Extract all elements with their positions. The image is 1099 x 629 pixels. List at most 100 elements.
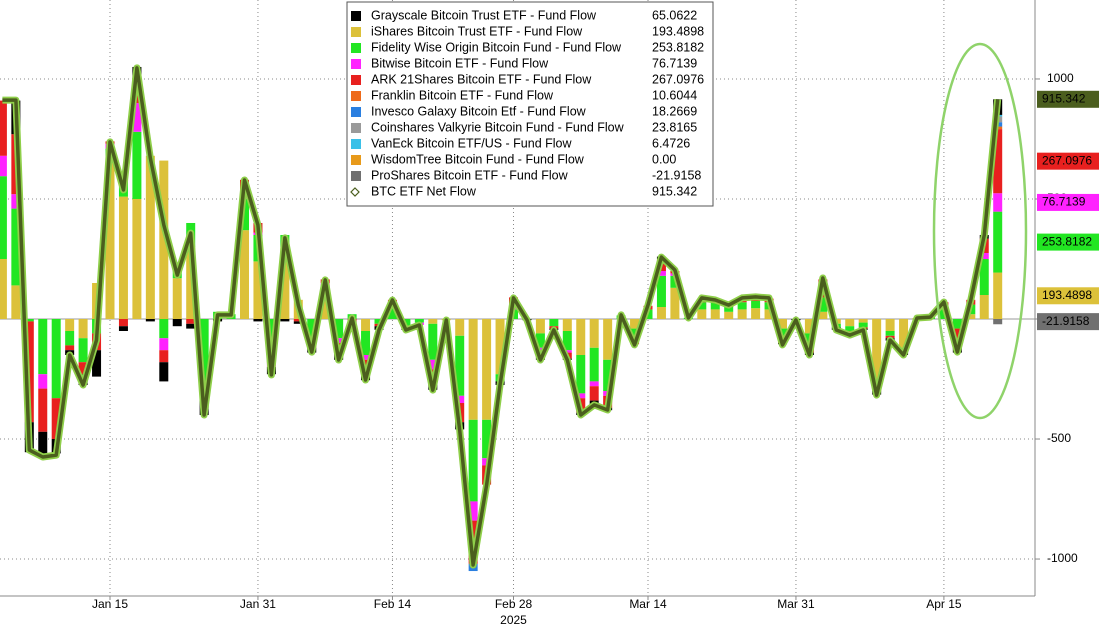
legend-label: WisdomTree Bitcoin Fund - Fund Flow — [371, 152, 585, 166]
value-tag-label: 915.342 — [1042, 91, 1086, 105]
bar-segment — [710, 309, 720, 320]
y-tick-label: -500 — [1047, 431, 1071, 445]
bar-segment — [240, 230, 249, 320]
bar-segment — [724, 311, 734, 320]
bar-segment — [993, 272, 1003, 320]
legend-value: 76.7139 — [652, 56, 697, 70]
legend-value: 915.342 — [652, 184, 697, 198]
bar-segment — [468, 501, 478, 521]
bar-segment — [535, 333, 545, 348]
bar-segment — [899, 319, 909, 348]
bar-segment — [482, 319, 492, 420]
value-tag-label: 267.0976 — [1042, 153, 1092, 167]
legend-marker — [351, 155, 361, 165]
value-tag — [1037, 233, 1099, 251]
bar-segment — [656, 275, 666, 308]
bar-segment — [159, 160, 169, 320]
bar-segment — [993, 193, 1003, 212]
bar-segment — [979, 294, 989, 320]
x-tick-label: Apr 15 — [926, 597, 962, 611]
legend-marker — [351, 171, 361, 181]
bar-segment — [724, 307, 734, 312]
bar-segment — [65, 331, 75, 346]
value-tag — [1037, 152, 1099, 170]
bar-segment — [38, 319, 48, 375]
highlight-ellipse — [932, 42, 1028, 420]
bar-segment — [320, 299, 330, 320]
bar-segment — [670, 287, 680, 320]
bar-segment — [979, 258, 989, 295]
legend-value: 6.4726 — [652, 136, 690, 150]
net-line — [2, 64, 1002, 569]
bar-segment — [132, 102, 142, 132]
bar-segment — [589, 381, 599, 387]
bar-segment — [51, 398, 61, 440]
bar-segment — [293, 319, 303, 322]
bar-segment — [159, 350, 169, 363]
x-year-label: 2025 — [500, 613, 527, 627]
bar-segment — [105, 162, 115, 320]
bar-segment — [603, 319, 613, 360]
value-tag — [1037, 287, 1099, 305]
legend-label: ProShares Bitcoin ETF - Fund Flow — [371, 168, 569, 182]
legend-label: Grayscale Bitcoin Trust ETF - Fund Flow — [371, 8, 597, 22]
value-tag-label: 193.4898 — [1042, 288, 1092, 302]
x-tick-label: Feb 14 — [374, 597, 412, 611]
bar-segment — [159, 338, 169, 351]
bar-segment — [159, 319, 169, 339]
bar-segment — [710, 302, 720, 310]
bar-segment — [952, 319, 962, 329]
bar-segment — [307, 319, 317, 341]
bar-segment — [535, 319, 545, 334]
bar-segment — [455, 335, 465, 396]
bar-segment — [589, 386, 599, 401]
bar-segment — [778, 319, 787, 329]
bar-segment — [280, 246, 290, 320]
legend-marker — [350, 187, 360, 197]
bar-segment — [0, 258, 7, 320]
bar-segment — [414, 319, 424, 323]
bar-segment — [361, 331, 371, 356]
bar-segment — [387, 304, 397, 320]
bar-segment — [455, 395, 465, 404]
legend-marker — [351, 123, 361, 133]
legend-value: -21.9158 — [652, 168, 701, 182]
y-tick-label: -1000 — [1047, 551, 1078, 565]
bar-segment — [656, 307, 666, 320]
legend-label: Coinshares Valkyrie Bitcoin Fund - Fund … — [371, 120, 625, 134]
bar-segment — [38, 388, 48, 432]
bar-segment — [455, 319, 465, 336]
bar-segment — [872, 319, 882, 380]
bar-segment — [845, 319, 855, 327]
bar-segment — [24, 319, 34, 322]
value-tag-label: 76.7139 — [1042, 195, 1086, 209]
legend-value: 18.2669 — [652, 104, 697, 118]
bar-segment — [858, 322, 868, 328]
legend-label: Invesco Galaxy Bitcoin Etf - Fund Flow — [371, 104, 587, 118]
bar-segment — [145, 319, 155, 322]
bar-segment — [78, 319, 88, 339]
legend-marker — [351, 107, 361, 117]
bar-segment — [764, 309, 774, 320]
x-tick-label: Feb 28 — [495, 597, 533, 611]
bar-segment — [280, 319, 290, 322]
bar-segment — [11, 285, 21, 320]
bar-segment — [361, 319, 371, 332]
bar-segment — [589, 347, 599, 382]
bar-segment — [11, 194, 21, 209]
bar-segment — [818, 297, 828, 312]
legend-label: Bitwise Bitcoin ETF - Fund Flow — [371, 56, 549, 70]
bar-segment — [576, 319, 586, 356]
value-tag — [1037, 193, 1099, 211]
bar-segment — [495, 319, 505, 375]
legend-marker — [351, 91, 361, 101]
x-tick-label: Mar 31 — [777, 597, 815, 611]
value-tag-label: 253.8182 — [1042, 234, 1092, 248]
bar-segment — [885, 331, 895, 336]
bar-segment — [630, 328, 640, 339]
legend-label: iShares Bitcoin Trust ETF - Fund Flow — [371, 24, 583, 38]
bar-segment — [0, 176, 7, 259]
bar-segment — [818, 311, 828, 320]
bar-segment — [656, 270, 666, 276]
